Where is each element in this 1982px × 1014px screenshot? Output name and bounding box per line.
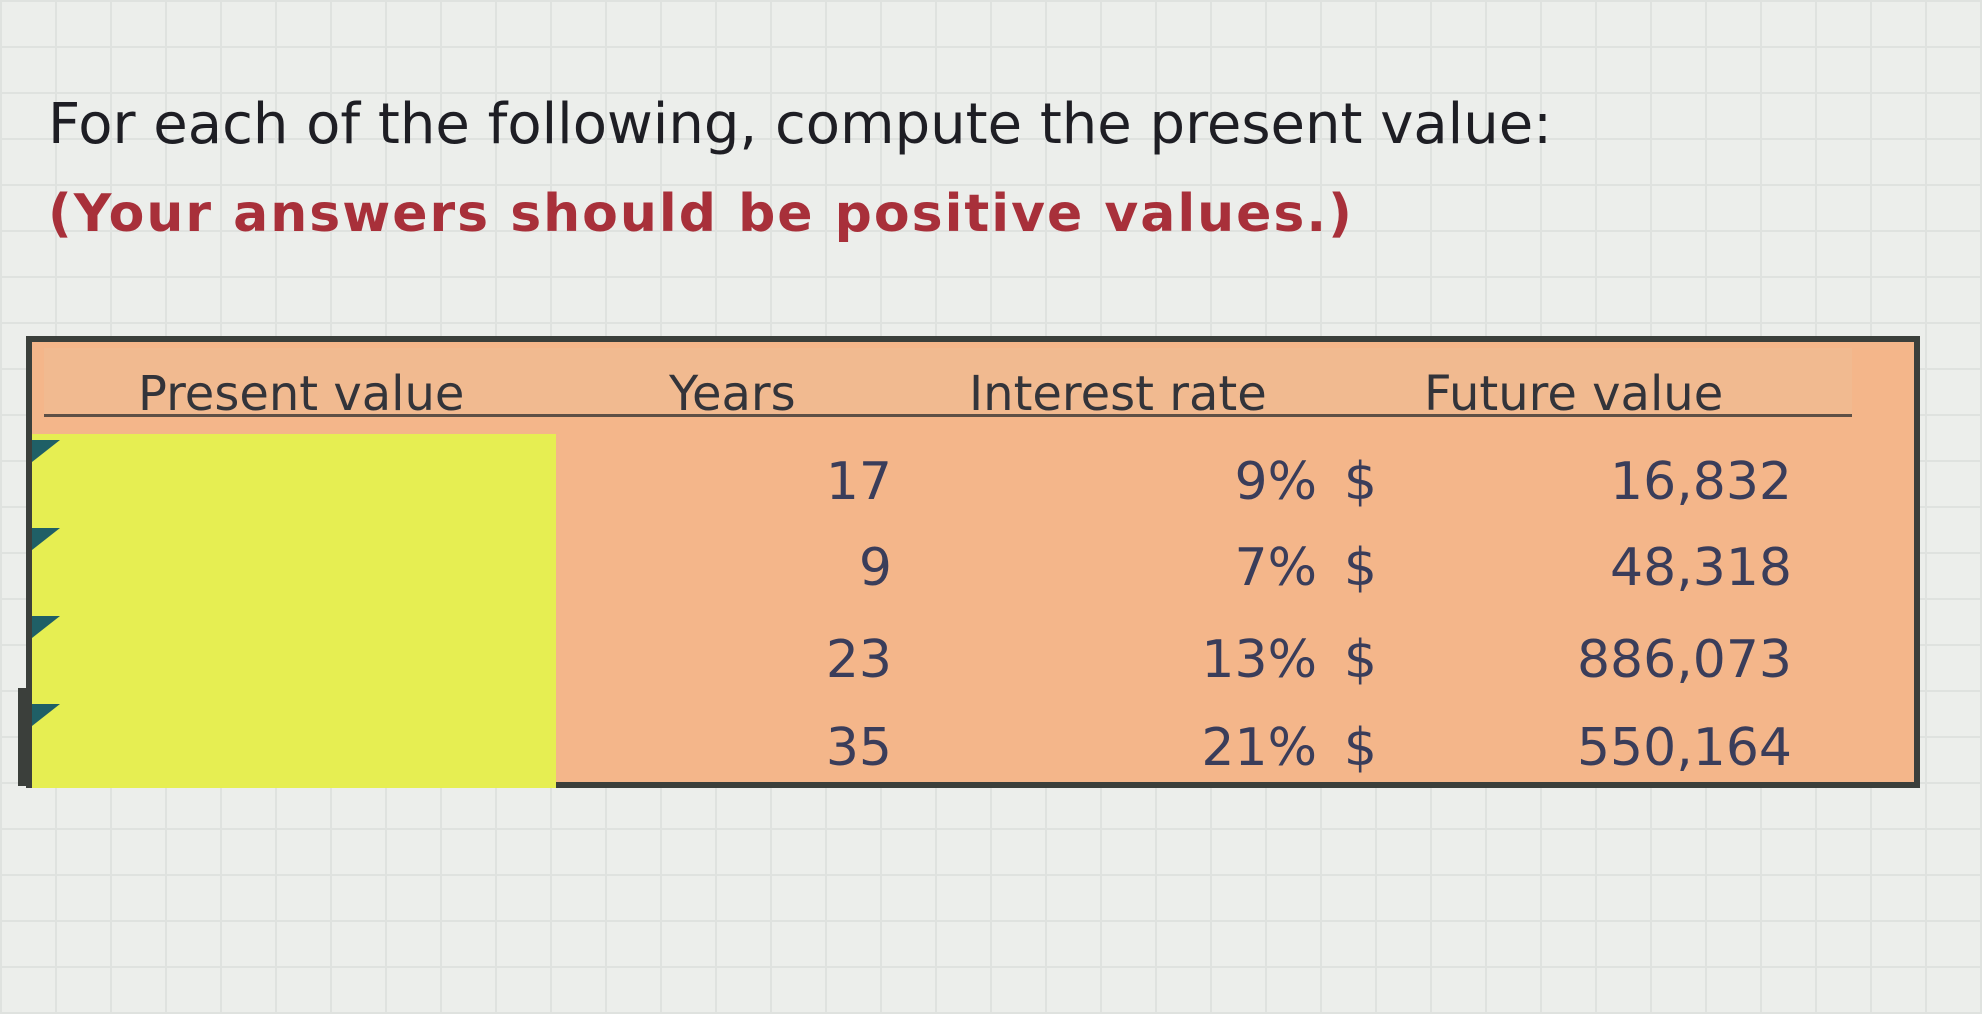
years-cell: 9 [858, 538, 892, 598]
future-value-cell: 48,318 [1610, 538, 1792, 598]
currency-symbol: $ [1343, 630, 1377, 690]
currency-symbol: $ [1343, 718, 1377, 778]
rate-cell: 21% [1201, 718, 1317, 778]
selection-marker [18, 688, 28, 786]
years-cell: 17 [825, 452, 892, 512]
rate-cell: 7% [1234, 538, 1318, 598]
note-text: (Your answers should be positive values.… [48, 184, 1354, 244]
present-value-input-cell[interactable] [32, 522, 556, 610]
comment-indicator-icon [32, 528, 60, 550]
present-value-input-cell[interactable] [32, 698, 556, 788]
rate-cell: 9% [1234, 452, 1318, 512]
future-value-cell: 16,832 [1610, 452, 1792, 512]
present-value-table: Present value Years Interest rate Future… [26, 336, 1920, 788]
comment-indicator-icon [32, 440, 60, 462]
instruction-text: For each of the following, compute the p… [48, 92, 1553, 157]
header-present-value: Present value [138, 366, 465, 422]
header-years: Years [669, 366, 796, 422]
header-interest-rate: Interest rate [969, 366, 1267, 422]
years-cell: 35 [825, 718, 892, 778]
currency-symbol: $ [1343, 452, 1377, 512]
future-value-cell: 550,164 [1576, 718, 1792, 778]
present-value-input-column [32, 434, 556, 788]
currency-symbol: $ [1343, 538, 1377, 598]
future-value-cell: 886,073 [1576, 630, 1792, 690]
header-future-value: Future value [1424, 366, 1724, 422]
comment-indicator-icon [32, 704, 60, 726]
years-cell: 23 [825, 630, 892, 690]
comment-indicator-icon [32, 616, 60, 638]
present-value-input-cell[interactable] [32, 434, 556, 522]
present-value-input-cell[interactable] [32, 610, 556, 698]
rate-cell: 13% [1201, 630, 1317, 690]
table-header-row: Present value Years Interest rate Future… [44, 348, 1852, 422]
